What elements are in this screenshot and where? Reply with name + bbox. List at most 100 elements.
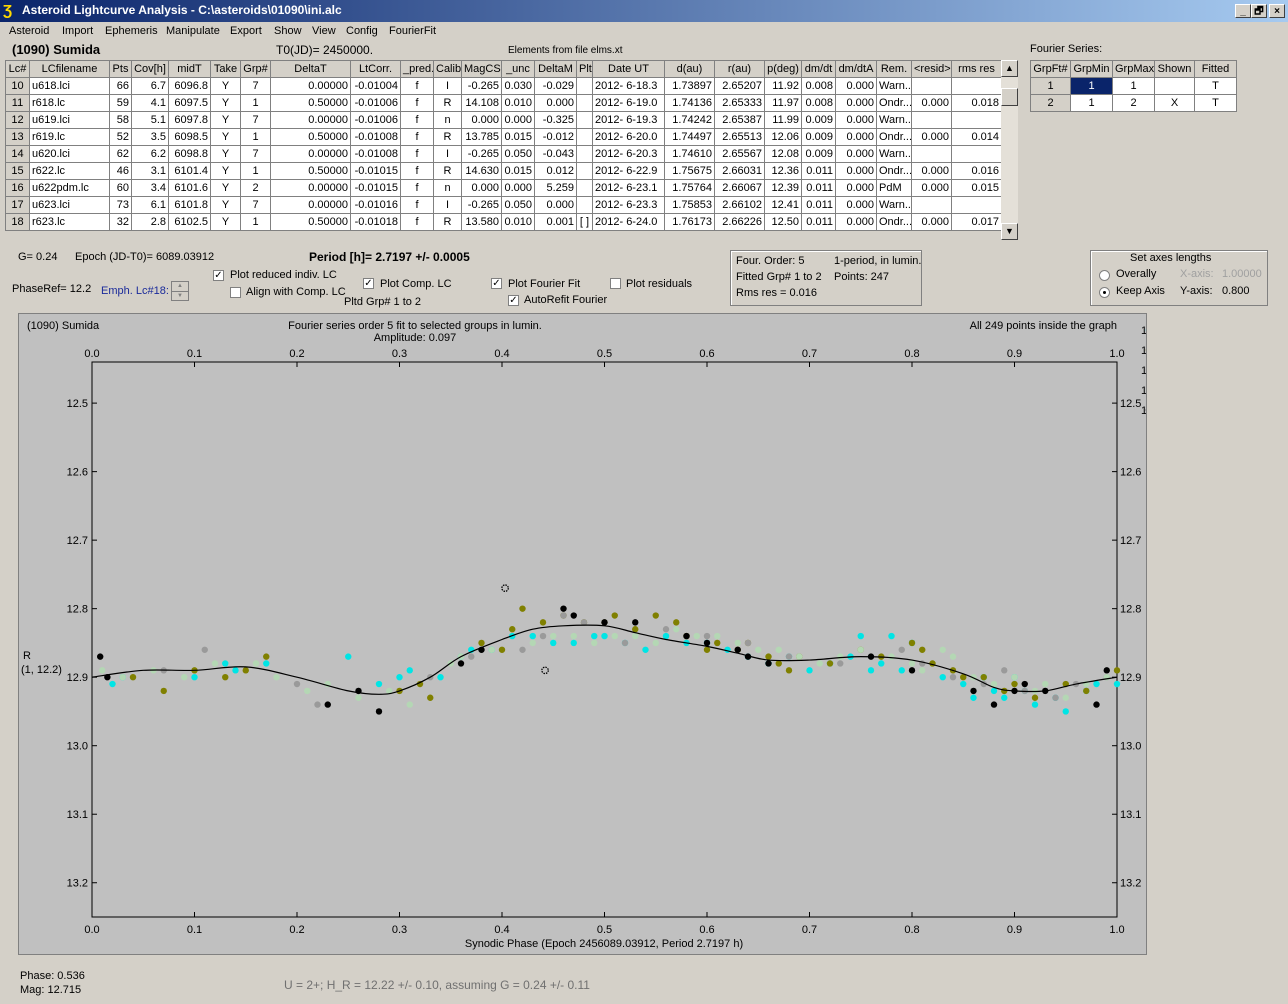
table-cell[interactable]: f xyxy=(400,128,434,146)
data-point[interactable] xyxy=(519,646,526,653)
data-point[interactable] xyxy=(396,673,403,681)
table-cell[interactable]: 0.000 xyxy=(835,196,877,214)
table-cell[interactable]: Warn.. xyxy=(876,145,912,163)
table-cell[interactable]: 0.009 xyxy=(801,128,836,146)
data-point[interactable] xyxy=(591,632,598,640)
data-point[interactable] xyxy=(263,660,270,667)
data-point[interactable] xyxy=(919,667,926,674)
table-cell[interactable]: 12 xyxy=(5,111,30,129)
menu-view[interactable]: View xyxy=(312,25,336,37)
table-cell[interactable]: 32 xyxy=(109,213,132,231)
table-row[interactable]: 13 r619.lc 52 3.5 6098.5 Y 1 0.50000 -0.01008 f R 1… xyxy=(5,128,1002,146)
data-point[interactable] xyxy=(652,612,659,619)
data-point[interactable] xyxy=(416,680,424,688)
data-point[interactable] xyxy=(960,680,967,688)
table-cell[interactable]: 0.000 xyxy=(461,179,502,197)
data-point[interactable] xyxy=(775,646,782,653)
table-cell[interactable]: -0.01016 xyxy=(350,196,401,214)
data-point[interactable] xyxy=(1021,680,1028,688)
fourier-cell[interactable]: 1 xyxy=(1030,77,1071,95)
table-cell[interactable]: 0.015 xyxy=(501,162,535,180)
table-cell[interactable]: n xyxy=(433,179,462,197)
data-point[interactable] xyxy=(1031,701,1039,708)
data-point[interactable] xyxy=(519,605,526,612)
fourier-column-header[interactable]: GrpMin xyxy=(1070,60,1113,78)
data-point[interactable] xyxy=(509,626,516,633)
table-cell[interactable]: 0.000 xyxy=(911,128,952,146)
table-cell[interactable]: 0.000 xyxy=(835,128,877,146)
data-point[interactable] xyxy=(1093,701,1100,708)
table-cell[interactable]: 13.580 xyxy=(461,213,502,231)
data-point[interactable] xyxy=(1083,687,1090,695)
data-point[interactable] xyxy=(560,605,567,612)
data-point[interactable] xyxy=(837,660,844,667)
plot-residuals-checkbox[interactable] xyxy=(610,278,621,289)
table-cell[interactable]: 1.73897 xyxy=(664,77,715,95)
fourier-column-header[interactable]: Shown xyxy=(1154,60,1195,78)
table-cell[interactable]: 2012- 6-20.3 xyxy=(592,145,665,163)
table-cell[interactable]: 0.00000 xyxy=(270,179,351,197)
table-cell[interactable]: 6.7 xyxy=(131,77,169,95)
table-cell[interactable]: f xyxy=(400,179,434,197)
table-cell[interactable]: 7 xyxy=(240,77,271,95)
table-cell[interactable]: 6097.8 xyxy=(168,111,211,129)
column-header[interactable]: _pred. xyxy=(400,60,434,78)
table-cell[interactable]: 3.1 xyxy=(131,162,169,180)
emph-lc-spinner[interactable]: ▲ ▼ xyxy=(171,281,189,301)
data-point[interactable] xyxy=(970,687,977,695)
data-point[interactable] xyxy=(160,687,167,695)
table-cell[interactable]: -0.043 xyxy=(534,145,577,163)
table-cell[interactable]: r619.lc xyxy=(29,128,110,146)
data-point[interactable] xyxy=(1011,673,1018,681)
menu-asteroid[interactable]: Asteroid xyxy=(9,25,50,37)
scroll-down-icon[interactable]: ▼ xyxy=(1001,223,1018,240)
table-cell[interactable]: Y xyxy=(210,162,241,180)
table-cell[interactable]: 0.009 xyxy=(801,145,836,163)
table-cell[interactable]: -0.01004 xyxy=(350,77,401,95)
data-point[interactable] xyxy=(908,639,916,647)
data-point[interactable] xyxy=(662,632,670,640)
data-point[interactable] xyxy=(632,619,639,626)
table-cell[interactable]: -0.01015 xyxy=(350,179,401,197)
emphasized-point[interactable] xyxy=(541,666,549,675)
table-cell[interactable]: 0.000 xyxy=(835,145,877,163)
table-cell[interactable]: 7 xyxy=(240,196,271,214)
data-point[interactable] xyxy=(498,646,506,653)
table-cell[interactable]: 12.39 xyxy=(764,179,802,197)
table-cell[interactable]: 15 xyxy=(5,162,30,180)
table-cell[interactable]: 6098.8 xyxy=(168,145,211,163)
fourier-cell[interactable] xyxy=(1154,77,1195,95)
data-point[interactable] xyxy=(652,639,659,647)
table-cell[interactable]: 2.65387 xyxy=(714,111,765,129)
table-cell[interactable]: 1 xyxy=(240,162,271,180)
table-cell[interactable] xyxy=(576,128,593,146)
data-point[interactable] xyxy=(355,694,362,701)
column-header[interactable]: <resid> xyxy=(911,60,952,78)
data-point[interactable] xyxy=(673,619,680,626)
table-cell[interactable]: -0.01006 xyxy=(350,94,401,112)
table-cell[interactable]: 1.75853 xyxy=(664,196,715,214)
table-cell[interactable]: Y xyxy=(210,213,241,231)
data-point[interactable] xyxy=(1113,667,1121,674)
data-point[interactable] xyxy=(1001,687,1008,695)
data-point[interactable] xyxy=(898,667,905,674)
table-cell[interactable]: -0.01015 xyxy=(350,162,401,180)
data-point[interactable] xyxy=(816,660,823,667)
table-cell[interactable]: 0.017 xyxy=(951,213,1002,231)
data-point[interactable] xyxy=(601,632,608,640)
table-row[interactable]: 11 r618.lc 59 4.1 6097.5 Y 1 0.50000 -0.01006 f R 1… xyxy=(5,94,1002,112)
data-point[interactable] xyxy=(242,667,249,674)
data-point[interactable] xyxy=(232,667,239,674)
table-cell[interactable]: 2012- 6-19.3 xyxy=(592,111,665,129)
data-point[interactable] xyxy=(550,632,557,640)
fourier-cell[interactable]: T xyxy=(1194,77,1237,95)
fourier-cell[interactable]: 1 xyxy=(1070,77,1113,95)
data-point[interactable] xyxy=(345,653,352,660)
table-cell[interactable] xyxy=(911,196,952,214)
data-point[interactable] xyxy=(550,639,557,647)
table-cell[interactable]: 0.050 xyxy=(501,196,535,214)
column-header[interactable]: dm/dtA xyxy=(835,60,877,78)
table-cell[interactable]: 4.1 xyxy=(131,94,169,112)
table-cell[interactable] xyxy=(911,145,952,163)
spin-up-icon[interactable]: ▲ xyxy=(172,282,188,292)
